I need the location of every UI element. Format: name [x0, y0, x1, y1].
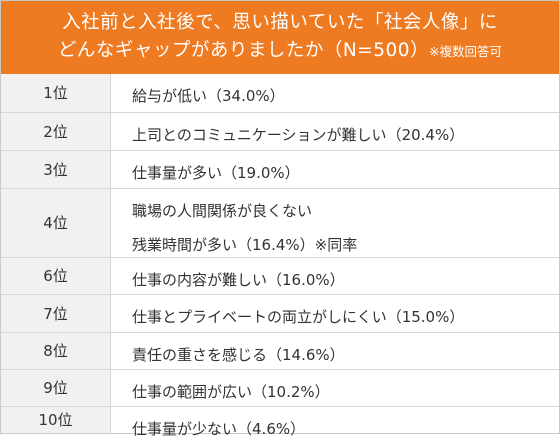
item-percentage: （14.6%） — [267, 346, 345, 364]
ranking-item: 仕事の範囲が広い（10.2%） — [132, 381, 330, 402]
title-line-2-text: どんなギャップがありましたか（N=500） — [57, 40, 430, 61]
rank-label: 8位 — [43, 342, 68, 360]
ranking-item: 仕事の内容が難しい（16.0%） — [132, 269, 345, 290]
item-text: 残業時間が多い — [132, 236, 238, 254]
table-row: 9位 仕事の範囲が広い（10.2%） — [1, 369, 559, 407]
item-percentage: （34.0%） — [207, 87, 285, 105]
item-text: 仕事量が少ない — [132, 420, 238, 438]
table-row: 10位 仕事量が少ない（4.6%） — [1, 406, 559, 438]
table-row: 2位 上司とのコミュニケーションが難しい（20.4%） — [1, 112, 559, 151]
title-line-2: どんなギャップがありましたか（N=500）※複数回答可 — [1, 39, 559, 64]
rank-label: 2位 — [43, 123, 68, 141]
title-line-1: 入社前と入社後で、思い描いていた「社会人像」に — [62, 12, 498, 33]
item-text: 職場の人間関係が良くない — [132, 202, 313, 220]
table-row: 1位 給与が低い（34.0%） — [1, 74, 559, 112]
table-row: 8位 責任の重さを感じる（14.6%） — [1, 332, 559, 370]
item-text: 責任の重さを感じる — [132, 346, 268, 364]
table-header: 入社前と入社後で、思い描いていた「社会人像」に どんなギャップがありましたか（N… — [1, 1, 559, 74]
table-row: 3位 仕事量が多い（19.0%） — [1, 150, 559, 189]
ranking-item: 仕事とプライベートの両立がしにくい（15.0%） — [132, 306, 464, 327]
rank-column — [1, 74, 111, 433]
item-text: 給与が低い — [132, 87, 208, 105]
ranking-item: 責任の重さを感じる（14.6%） — [132, 344, 345, 365]
table-row: 7位 仕事とプライベートの両立がしにくい（15.0%） — [1, 294, 559, 333]
item-text: 仕事量が多い — [132, 164, 223, 182]
ranking-item: 給与が低い（34.0%） — [132, 85, 285, 106]
rank-label: 7位 — [43, 305, 68, 323]
ranking-item: 仕事量が少ない（4.6%） — [132, 418, 305, 439]
item-text: 上司とのコミュニケーションが難しい — [132, 126, 387, 144]
title-note: ※複数回答可 — [429, 44, 503, 59]
ranking-item: 上司とのコミュニケーションが難しい（20.4%） — [132, 124, 464, 145]
item-percentage: （15.0%） — [386, 308, 465, 326]
item-percentage: （16.0%） — [267, 271, 345, 289]
rank-label: 4位 — [43, 214, 68, 232]
item-text: 仕事の範囲が広い — [132, 383, 253, 401]
item-percentage: （4.6%） — [237, 420, 306, 438]
item-text: 仕事とプライベートの両立がしにくい — [132, 308, 387, 326]
item-text: 仕事の内容が難しい — [132, 271, 268, 289]
rank-label: 10位 — [38, 411, 73, 429]
ranking-item: 仕事量が多い（19.0%） — [132, 162, 300, 183]
table-row: 6位 仕事の内容が難しい（16.0%） — [1, 257, 559, 295]
item-percentage: （10.2%） — [252, 383, 330, 401]
item-percentage: （16.4%）※同率 — [237, 236, 358, 254]
rank-label: 1位 — [43, 84, 68, 102]
ranking-item: 職場の人間関係が良くない — [132, 200, 312, 221]
rank-label: 3位 — [43, 161, 68, 179]
item-percentage: （19.0%） — [222, 164, 300, 182]
rank-label: 6位 — [43, 267, 68, 285]
rank-label: 9位 — [43, 379, 68, 397]
ranking-item: 残業時間が多い（16.4%）※同率 — [132, 234, 357, 255]
item-percentage: （20.4%） — [386, 126, 465, 144]
table-row: 4位 職場の人間関係が良くない 残業時間が多い（16.4%）※同率 — [1, 188, 559, 258]
